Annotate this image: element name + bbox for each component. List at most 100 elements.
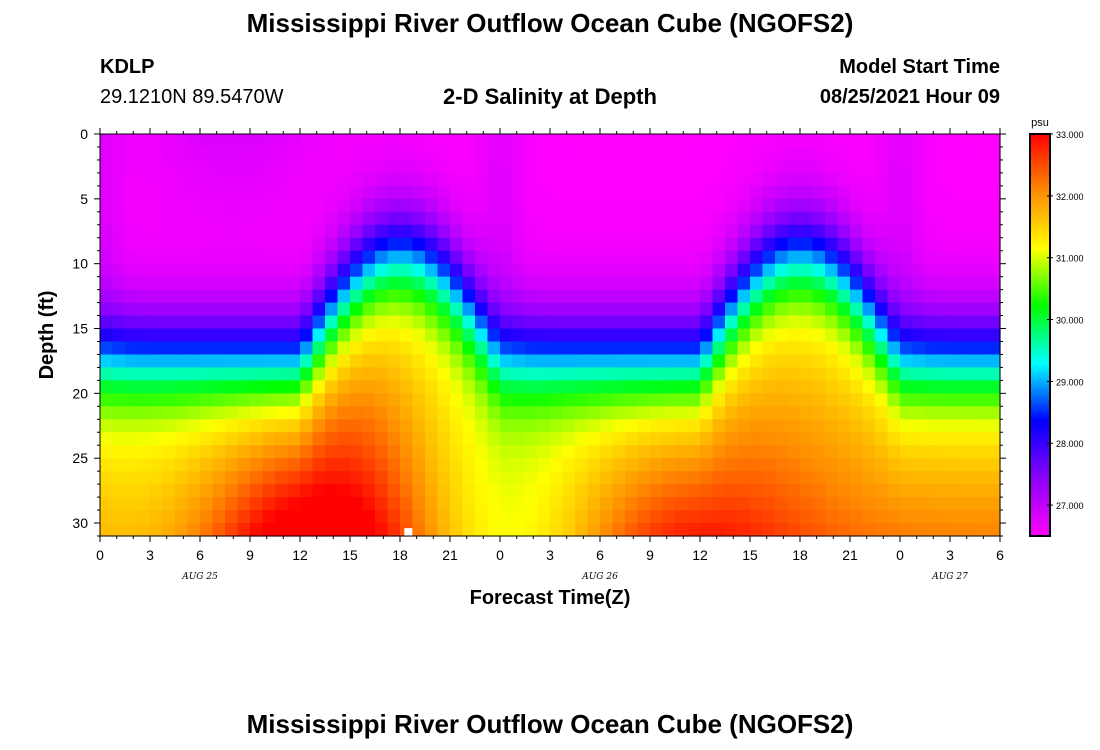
heatmap-cell bbox=[887, 471, 901, 485]
heatmap-cell bbox=[112, 302, 126, 317]
heatmap-cell bbox=[812, 172, 826, 187]
heatmap-cell bbox=[375, 172, 389, 187]
heatmap-cell bbox=[737, 250, 751, 265]
heatmap-cell bbox=[937, 341, 951, 356]
heatmap-cell bbox=[212, 134, 226, 148]
heatmap-cell bbox=[362, 354, 376, 369]
heatmap-cell bbox=[375, 458, 389, 472]
heatmap-cell bbox=[962, 432, 976, 446]
heatmap-cell bbox=[812, 198, 826, 213]
heatmap-cell bbox=[112, 263, 126, 278]
heatmap-cell bbox=[287, 134, 301, 148]
heatmap-cell bbox=[637, 211, 651, 226]
heatmap-cell bbox=[525, 185, 539, 200]
y-tick-label: 5 bbox=[80, 191, 88, 207]
heatmap-cell bbox=[425, 263, 439, 278]
heatmap-cell bbox=[825, 497, 839, 511]
heatmap-cell bbox=[350, 276, 364, 291]
heatmap-cell bbox=[862, 432, 876, 446]
heatmap-cell bbox=[937, 146, 951, 161]
heatmap-cell bbox=[550, 419, 564, 433]
heatmap-cell bbox=[175, 315, 189, 330]
heatmap-cell bbox=[112, 406, 126, 420]
heatmap-cell bbox=[850, 237, 864, 252]
heatmap-cell bbox=[687, 497, 701, 511]
heatmap-cell bbox=[187, 419, 201, 433]
heatmap-cell bbox=[112, 380, 126, 394]
heatmap-cell bbox=[212, 419, 226, 433]
heatmap-cell bbox=[487, 211, 501, 226]
heatmap-cell bbox=[462, 224, 476, 239]
heatmap-cell bbox=[225, 354, 239, 369]
heatmap-cell bbox=[462, 185, 476, 200]
heatmap-cell bbox=[475, 380, 489, 394]
heatmap-cell bbox=[212, 250, 226, 265]
heatmap-cell bbox=[837, 432, 851, 446]
heatmap-cell bbox=[175, 471, 189, 485]
heatmap-cell bbox=[337, 289, 351, 304]
heatmap-cell bbox=[437, 198, 451, 213]
heatmap-cell bbox=[812, 185, 826, 200]
heatmap-cell bbox=[537, 471, 551, 485]
heatmap-cell bbox=[912, 445, 926, 459]
heatmap-cell bbox=[325, 406, 339, 420]
heatmap-cell bbox=[800, 432, 814, 446]
heatmap-cell bbox=[425, 276, 439, 291]
heatmap-cell bbox=[487, 393, 501, 407]
heatmap-cell bbox=[150, 211, 164, 226]
heatmap-cell bbox=[975, 445, 989, 459]
heatmap-cell bbox=[525, 172, 539, 187]
heatmap-cell bbox=[925, 471, 939, 485]
heatmap-cell bbox=[325, 237, 339, 252]
heatmap-cell bbox=[762, 134, 776, 148]
heatmap-cell bbox=[525, 263, 539, 278]
heatmap-cell bbox=[175, 341, 189, 356]
heatmap-cell bbox=[300, 289, 314, 304]
heatmap-cell bbox=[962, 367, 976, 381]
heatmap-cell bbox=[837, 445, 851, 459]
heatmap-cell bbox=[912, 328, 926, 343]
heatmap-cell bbox=[900, 134, 914, 148]
heatmap-cell bbox=[512, 198, 526, 213]
heatmap-cell bbox=[812, 211, 826, 226]
heatmap-cell bbox=[350, 328, 364, 343]
heatmap-cell bbox=[737, 458, 751, 472]
heatmap-cell bbox=[975, 458, 989, 472]
heatmap-cell bbox=[375, 289, 389, 304]
heatmap-cell bbox=[800, 172, 814, 187]
heatmap-cell bbox=[462, 146, 476, 161]
heatmap-cell bbox=[100, 237, 114, 252]
heatmap-cell bbox=[475, 146, 489, 161]
heatmap-cell bbox=[800, 237, 814, 252]
heatmap-cell bbox=[400, 341, 414, 356]
heatmap-cell bbox=[225, 484, 239, 498]
heatmap-cell bbox=[375, 237, 389, 252]
heatmap-cell bbox=[125, 315, 139, 330]
heatmap-cell bbox=[312, 458, 326, 472]
heatmap-cell bbox=[950, 134, 964, 148]
heatmap-cell bbox=[387, 471, 401, 485]
heatmap-cell bbox=[500, 211, 514, 226]
heatmap-cell bbox=[362, 224, 376, 239]
heatmap-cell bbox=[650, 185, 664, 200]
heatmap-cell bbox=[175, 185, 189, 200]
heatmap-cell bbox=[887, 198, 901, 213]
heatmap-cell bbox=[912, 523, 926, 537]
heatmap-cell bbox=[337, 523, 351, 537]
heatmap-cell bbox=[325, 134, 339, 148]
heatmap-cell bbox=[825, 289, 839, 304]
heatmap-cell bbox=[837, 497, 851, 511]
heatmap-cell bbox=[637, 445, 651, 459]
heatmap-cell bbox=[600, 224, 614, 239]
heatmap-cell bbox=[350, 263, 364, 278]
heatmap-cell bbox=[812, 134, 826, 148]
heatmap-cell bbox=[375, 198, 389, 213]
heatmap-cell bbox=[125, 146, 139, 161]
heatmap-cell bbox=[250, 172, 264, 187]
heatmap-cell bbox=[400, 497, 414, 511]
heatmap-cell bbox=[900, 523, 914, 537]
heatmap-cell bbox=[725, 354, 739, 369]
heatmap-cell bbox=[762, 302, 776, 317]
heatmap-cell bbox=[587, 276, 601, 291]
heatmap-cell bbox=[137, 393, 151, 407]
